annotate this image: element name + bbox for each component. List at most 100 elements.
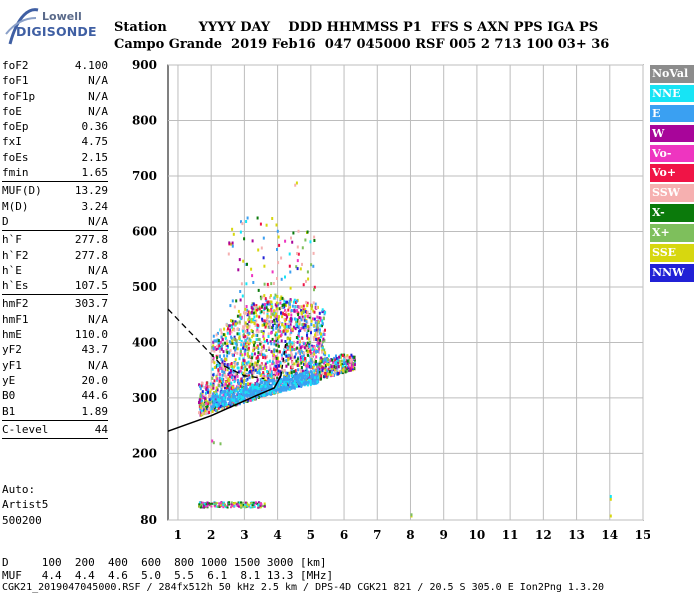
echo-point bbox=[289, 348, 292, 352]
echo-point bbox=[274, 293, 277, 297]
echo-point bbox=[299, 372, 301, 376]
echo-point bbox=[234, 378, 237, 382]
echo-point bbox=[336, 363, 339, 367]
echo-point bbox=[275, 223, 278, 227]
echo-point bbox=[231, 398, 234, 402]
echo-point bbox=[211, 367, 214, 371]
echo-point bbox=[316, 341, 319, 345]
echo-point bbox=[210, 405, 213, 409]
echo-point bbox=[206, 501, 209, 504]
echo-point bbox=[270, 309, 273, 313]
echo-point bbox=[253, 385, 256, 389]
echo-point bbox=[244, 505, 247, 508]
echo-point bbox=[273, 309, 276, 313]
echo-point bbox=[251, 362, 254, 366]
echo-point bbox=[289, 343, 292, 347]
echo-point bbox=[217, 401, 220, 405]
echo-point bbox=[300, 349, 303, 353]
echo-point bbox=[233, 365, 236, 369]
echo-point bbox=[349, 368, 352, 372]
plot-frame bbox=[167, 64, 644, 521]
echo-point bbox=[308, 365, 311, 369]
echo-point bbox=[246, 330, 249, 334]
echo-point bbox=[285, 359, 288, 363]
echo-point bbox=[318, 347, 321, 351]
echo-point bbox=[242, 371, 245, 375]
echo-point bbox=[263, 505, 266, 508]
echo-point bbox=[323, 333, 326, 336]
echo-point bbox=[221, 380, 224, 384]
echo-point bbox=[263, 311, 265, 315]
echo-point bbox=[220, 402, 223, 405]
echo-point bbox=[227, 373, 230, 377]
echo-point bbox=[260, 346, 263, 349]
echo-point bbox=[297, 229, 300, 233]
echo-point bbox=[305, 367, 308, 371]
echo-point bbox=[327, 372, 330, 376]
echo-point bbox=[214, 400, 217, 404]
echo-point bbox=[244, 372, 247, 376]
echo-point bbox=[211, 376, 214, 380]
auto-label: Auto: bbox=[2, 483, 36, 496]
echo-point bbox=[293, 355, 296, 359]
echo-point bbox=[268, 385, 271, 389]
echo-point bbox=[198, 505, 201, 508]
param-separator bbox=[2, 230, 108, 232]
echo-point bbox=[199, 394, 202, 398]
echo-point bbox=[279, 380, 282, 384]
echo-point bbox=[243, 378, 246, 382]
echo-point bbox=[286, 325, 288, 329]
echo-point bbox=[318, 341, 321, 345]
param-name: h`E bbox=[2, 263, 22, 277]
echo-point bbox=[312, 373, 315, 377]
echo-point bbox=[255, 338, 258, 342]
echo-point bbox=[304, 370, 307, 374]
echo-point bbox=[299, 352, 302, 355]
echo-point bbox=[318, 367, 321, 371]
echo-point bbox=[276, 309, 279, 313]
echo-point bbox=[244, 501, 247, 504]
param-row: fxI 4.75 bbox=[2, 134, 108, 149]
echo-point bbox=[291, 345, 294, 349]
echo-point bbox=[283, 313, 286, 316]
echo-point bbox=[224, 397, 227, 401]
echo-point bbox=[312, 375, 315, 379]
y-tick-label: 500 bbox=[132, 280, 157, 294]
echo-point bbox=[256, 378, 259, 382]
echo-point bbox=[253, 343, 256, 347]
echo-point bbox=[327, 358, 330, 362]
echo-point bbox=[270, 305, 273, 308]
echo-point bbox=[318, 376, 321, 380]
echo-point bbox=[257, 501, 260, 504]
echo-point bbox=[242, 503, 245, 506]
echo-point bbox=[263, 337, 266, 341]
echo-point bbox=[322, 352, 325, 356]
echo-point bbox=[245, 379, 248, 382]
echo-point bbox=[243, 237, 246, 241]
echo-point bbox=[223, 354, 226, 358]
echo-point bbox=[274, 371, 277, 375]
echo-point bbox=[304, 357, 306, 360]
echo-point bbox=[290, 313, 293, 317]
echo-point bbox=[305, 344, 308, 348]
param-name: h`F bbox=[2, 233, 22, 247]
echo-point bbox=[289, 354, 292, 358]
echo-point bbox=[204, 391, 207, 395]
echo-point bbox=[213, 404, 215, 408]
echo-point bbox=[283, 305, 286, 309]
echo-point bbox=[261, 393, 264, 397]
echo-point bbox=[224, 393, 227, 397]
echo-point bbox=[312, 309, 315, 313]
echo-point bbox=[267, 381, 270, 385]
echo-point bbox=[350, 361, 353, 365]
echo-point bbox=[233, 353, 235, 357]
echo-point bbox=[198, 398, 201, 402]
echo-point bbox=[201, 405, 204, 409]
param-row: D N/A bbox=[2, 214, 108, 229]
echo-point bbox=[288, 387, 291, 391]
echo-point bbox=[211, 439, 214, 443]
echo-point bbox=[285, 343, 288, 346]
param-value: 1.65 bbox=[81, 166, 109, 180]
echo-point bbox=[291, 304, 294, 308]
echo-point bbox=[312, 345, 315, 348]
